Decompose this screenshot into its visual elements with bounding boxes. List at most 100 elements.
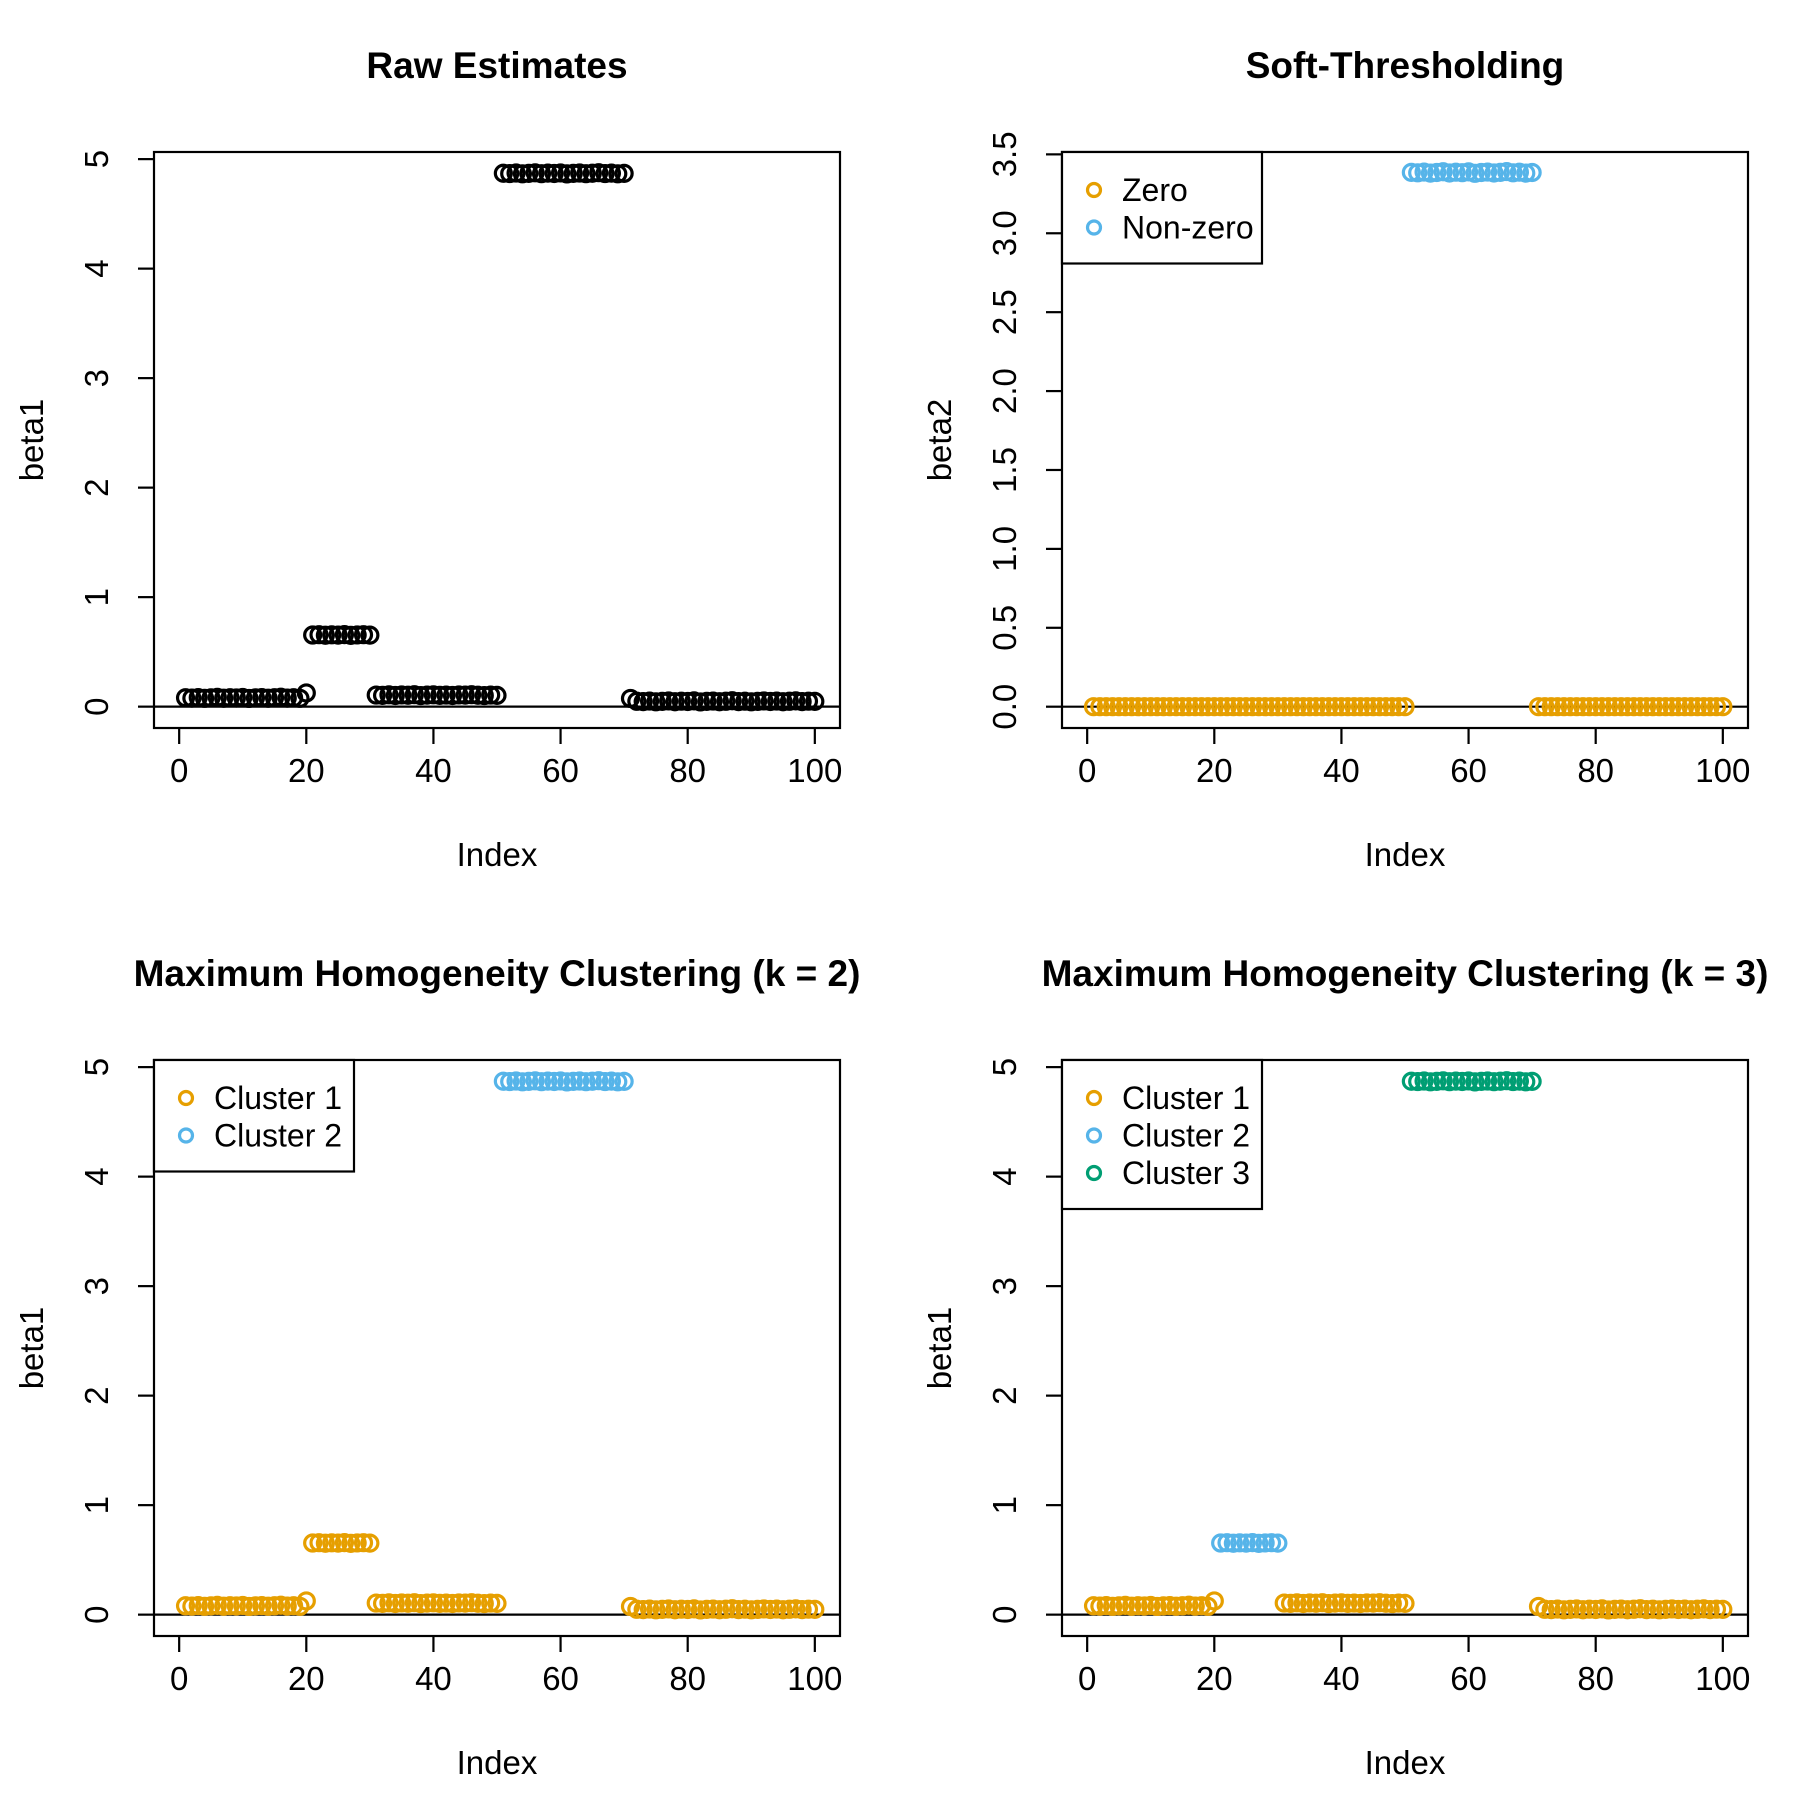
data-point [1134,697,1154,717]
data-point [709,692,730,712]
data-point [1541,1600,1561,1620]
data-point [1484,1072,1504,1092]
x-axis-label: Index [1364,1744,1446,1781]
data-point [1598,697,1619,717]
data-point [1408,163,1428,183]
y-tick-label: 0 [986,1605,1023,1623]
data-point [487,685,507,705]
data-point [277,1596,297,1616]
data-point [760,691,780,712]
y-tick-label: 4 [78,259,115,277]
data-point [595,1071,615,1092]
x-tick-label: 40 [1323,752,1360,789]
data-point [512,1072,533,1092]
data-point [690,692,711,712]
data-point [1102,1596,1123,1616]
data-point [220,688,240,708]
y-tick-label: 0.0 [986,684,1023,730]
data-point [1363,1593,1383,1613]
data-point [659,1599,679,1619]
x-tick-label: 0 [1078,752,1096,789]
data-point [563,1071,583,1091]
legend-marker-icon [1085,1164,1103,1182]
data-point [1567,697,1587,717]
data-point [1452,1071,1472,1092]
data-point [1547,1599,1568,1619]
data-point [735,1599,755,1619]
data-point [1439,1072,1460,1092]
x-tick-label: 0 [170,752,188,789]
y-tick-label: 4 [78,1167,115,1185]
data-point [1369,697,1390,717]
data-point [245,1596,266,1616]
y-tick-label: 5 [78,150,115,168]
data-point [1427,1071,1447,1091]
data-point [805,1599,825,1619]
data-point [1592,697,1612,717]
data-point [436,1593,456,1613]
data-point [1204,1591,1224,1611]
data-point [1478,1071,1498,1091]
legend-label: Cluster 2 [214,1118,342,1154]
data-point [544,163,564,184]
data-point [1261,1533,1282,1553]
data-point [1223,1533,1243,1553]
data-point [1649,697,1669,717]
data-point [1414,1071,1434,1091]
data-point [652,1599,672,1619]
data-point [1134,1596,1154,1616]
data-point [728,692,749,712]
data-point [1586,697,1606,717]
data-point [1153,1596,1174,1616]
data-point [1700,1600,1720,1620]
data-point [538,1071,558,1091]
data-point [741,692,761,712]
data-point [220,1596,240,1616]
data-point [557,1072,577,1092]
data-point [417,685,437,705]
data-point [303,625,323,645]
y-tick-label: 5 [986,1058,1023,1076]
data-point [366,1593,386,1613]
data-point [582,163,602,183]
data-point [1446,1071,1466,1091]
data-point [411,1593,431,1614]
data-point [531,1072,552,1092]
data-point [1662,697,1682,717]
data-point [519,1071,539,1091]
data-point [1579,697,1599,717]
data-point [805,691,825,711]
data-point [1528,697,1549,717]
data-point [1636,697,1657,717]
data-point [1223,697,1243,717]
data-point [646,1600,666,1620]
data-point [741,1600,761,1620]
data-point [1147,697,1167,717]
data-point [1522,1071,1542,1091]
y-tick-label: 1 [78,1496,115,1514]
x-tick-label: 20 [1196,1660,1233,1697]
data-point [1401,1071,1421,1091]
data-point [582,1071,602,1091]
legend-label: Zero [1122,172,1188,208]
legend-label: Cluster 1 [214,1080,342,1116]
data-point [1713,697,1733,717]
y-tick-label: 2 [78,1386,115,1404]
y-tick-label: 2.5 [986,289,1023,335]
data-point [779,1599,800,1619]
x-tick-label: 60 [542,1660,579,1697]
data-point [512,164,533,184]
data-point [1109,1596,1129,1616]
data-point [633,1600,653,1620]
data-point [1319,1593,1339,1614]
data-point [1179,697,1199,717]
data-point [1624,1599,1644,1619]
legend-marker-icon [1085,219,1103,236]
data-point [296,1591,316,1611]
data-point [309,625,329,645]
data-point [1090,697,1110,717]
data-point [570,1071,590,1091]
data-point [1300,1593,1320,1613]
data-point [322,625,342,645]
data-point [1344,1593,1364,1613]
